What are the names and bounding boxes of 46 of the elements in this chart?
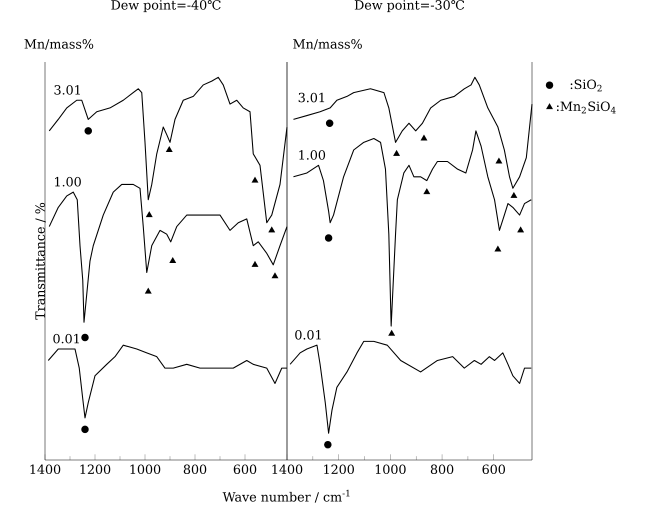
point <box>510 192 518 198</box>
x-tick-label: 600 <box>482 464 505 474</box>
point <box>146 211 153 218</box>
point <box>324 440 332 448</box>
point <box>81 334 89 342</box>
legend-label: :Mn$_{2}$SiO$_{4}$ <box>556 101 616 114</box>
chart-title: Dew point=-30℃ <box>354 0 464 12</box>
text: Mn/mass% <box>24 39 94 50</box>
x-axis-title: Wave number / cm$^{-1}$ <box>222 490 350 503</box>
point <box>84 127 92 135</box>
point <box>252 176 258 183</box>
series-label: 0.01 <box>295 330 321 340</box>
series-label: 3.01 <box>298 92 324 102</box>
x-tick-label: 1400 <box>30 464 60 474</box>
x-tick-label: 1200 <box>324 464 354 474</box>
text: Mn/mass% <box>293 39 362 50</box>
point <box>81 426 89 434</box>
point <box>420 134 428 141</box>
point <box>326 119 334 127</box>
legend-label: :SiO$_{2}$ <box>570 80 602 92</box>
point <box>169 257 176 263</box>
point <box>388 330 395 336</box>
x-tick-label: 600 <box>234 464 256 474</box>
series-label: 1.00 <box>55 176 81 187</box>
point <box>494 246 502 252</box>
point <box>324 234 332 242</box>
x-tick-label: 1400 <box>272 464 302 474</box>
chart-title: Dew point=-40℃ <box>111 0 221 12</box>
series-label: 3.01 <box>54 85 80 95</box>
point <box>517 226 524 232</box>
point <box>272 272 278 278</box>
x-tick-label: 1000 <box>130 464 160 474</box>
point <box>144 288 152 294</box>
x-tick-label: 800 <box>430 464 454 474</box>
x-tick-label: 1200 <box>80 464 110 474</box>
series-label: 1.00 <box>299 150 326 160</box>
point <box>496 158 502 164</box>
point <box>252 261 258 267</box>
x-tick-label: 800 <box>184 464 206 474</box>
series-label: 0.01 <box>53 334 79 344</box>
x-tick-label: 1000 <box>376 464 406 474</box>
point <box>166 146 173 152</box>
y-axis-title: Transmittance / % <box>35 202 46 320</box>
point <box>268 226 276 232</box>
point <box>424 188 430 194</box>
point <box>393 150 400 156</box>
